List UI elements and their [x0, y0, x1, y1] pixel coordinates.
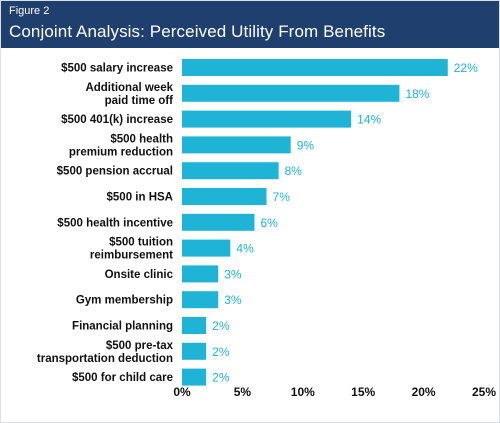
value-label: 2%	[212, 371, 230, 385]
bar	[182, 368, 207, 386]
category-label-line: Onsite clinic	[105, 269, 174, 281]
figure-label: Figure 2	[9, 5, 50, 17]
value-label: 9%	[297, 138, 315, 152]
category-label-line: paid time off	[105, 95, 174, 107]
category-label: $500 pre-tax transportation deduction	[37, 340, 174, 365]
category-label-line: reimbursement	[90, 250, 173, 262]
bar	[182, 188, 267, 205]
value-label: 14%	[357, 113, 381, 127]
value-label: 22%	[454, 61, 478, 75]
category-label: $500 health premium reduction	[69, 133, 173, 158]
category-label: Additional week paid time off	[85, 82, 173, 107]
value-label: 6%	[260, 216, 278, 230]
category-label: $500 in HSA	[107, 192, 173, 204]
category-label-line: premium reduction	[69, 146, 173, 158]
value-label: 18%	[405, 87, 429, 101]
bar-chart: $500 salary increase 22% Additional week pa…	[37, 59, 496, 399]
category-label-line: $500 for child care	[72, 372, 173, 384]
category-label-line: Additional week	[85, 82, 173, 94]
category-label-line: $500 pre-tax	[106, 340, 174, 352]
category-label-line: $500 health	[110, 133, 173, 145]
value-label: 8%	[285, 164, 303, 178]
x-tick-label: 25%	[472, 385, 496, 399]
x-tick-label: 0%	[173, 385, 191, 399]
category-label: Gym membership	[76, 295, 173, 307]
bar	[182, 59, 448, 76]
category-label-line: $500 pension accrual	[57, 166, 173, 178]
bar	[182, 317, 207, 334]
category-label: Financial planning	[72, 321, 173, 333]
category-label-line: $500 401(k) increase	[61, 114, 173, 126]
category-label-line: Financial planning	[72, 321, 173, 333]
x-tick-label: 20%	[412, 385, 436, 399]
x-tick-label: 10%	[291, 385, 315, 399]
value-label: 2%	[212, 345, 230, 359]
bar	[182, 239, 231, 257]
category-label: $500 salary increase	[61, 63, 173, 75]
bar	[182, 291, 219, 309]
category-label: Onsite clinic	[105, 269, 174, 281]
category-label: $500 health incentive	[57, 217, 173, 229]
bar	[182, 162, 279, 180]
bar	[182, 213, 255, 231]
category-label-line: $500 salary increase	[61, 63, 173, 75]
x-tick-label: 15%	[351, 385, 375, 399]
bar	[182, 136, 291, 154]
chart-title: Conjoint Analysis: Perceived Utility Fro…	[9, 22, 386, 41]
bar	[182, 265, 219, 283]
figure-header: Figure 2 Conjoint Analysis: Perceived Ut…	[1, 1, 499, 48]
category-label: $500 401(k) increase	[61, 114, 173, 126]
category-label-line: $500 in HSA	[107, 192, 173, 204]
value-label: 3%	[224, 293, 242, 307]
value-label: 4%	[236, 242, 254, 256]
bar	[182, 342, 207, 360]
category-label-line: $500 tuition	[109, 237, 173, 249]
category-label: $500 for child care	[72, 372, 173, 384]
category-label-line: $500 health incentive	[57, 217, 173, 229]
x-tick-label: 5%	[234, 385, 252, 399]
category-label-line: transportation deduction	[37, 353, 173, 365]
value-label: 3%	[224, 267, 242, 281]
bar	[182, 110, 352, 128]
category-label-line: Gym membership	[76, 295, 173, 307]
bar	[182, 84, 400, 102]
category-label: $500 pension accrual	[57, 166, 173, 178]
category-label: $500 tuition reimbursement	[90, 237, 173, 262]
value-label: 2%	[212, 319, 230, 333]
value-label: 7%	[273, 190, 291, 204]
